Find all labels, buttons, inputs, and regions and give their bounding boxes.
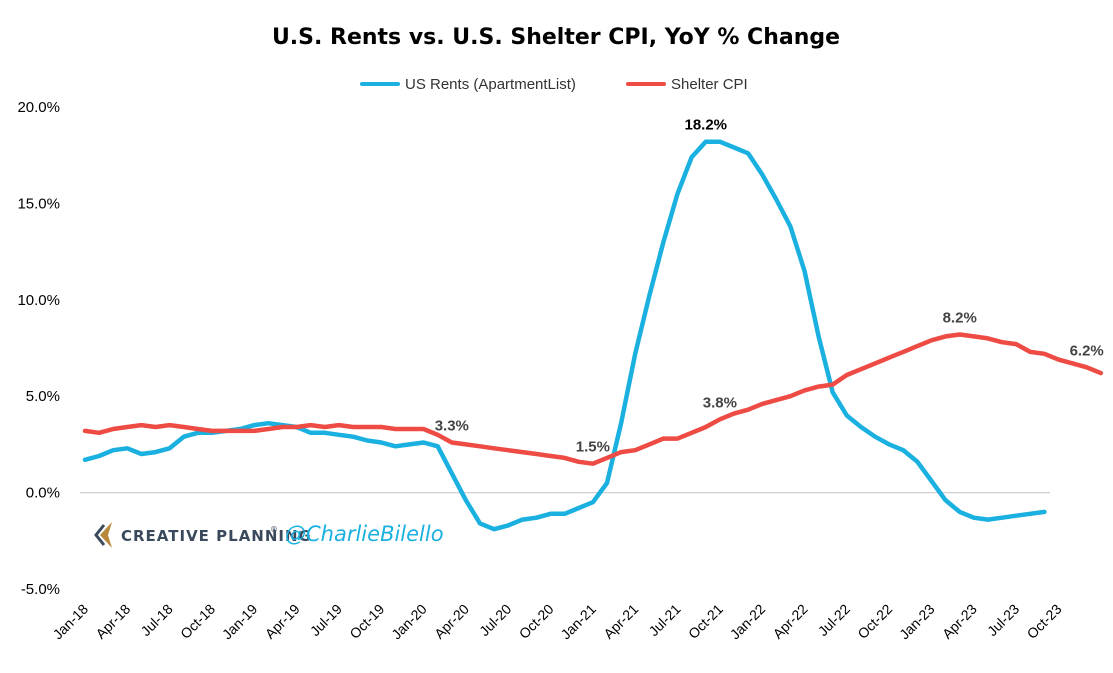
x-tick-label: Oct-20 xyxy=(516,601,557,642)
x-axis: Jan-18 Apr-18 Jul-18 Oct-18 Jan-19 Apr-19 Jul-… xyxy=(50,601,1065,643)
data-label: -1.0% xyxy=(1067,0,1106,4)
registered-mark: ® xyxy=(270,525,278,534)
annotations: 18.2% -1.0% 3.3% 1.5% 3.8% 8.2% 6.2% xyxy=(435,0,1107,456)
x-tick-label: Oct-23 xyxy=(1024,601,1065,642)
x-tick-label: Jul-22 xyxy=(815,601,853,639)
chart-title: U.S. Rents vs. U.S. Shelter CPI, YoY % C… xyxy=(272,25,840,50)
x-tick-label: Apr-19 xyxy=(262,601,303,642)
y-tick-label: -5.0% xyxy=(21,581,60,598)
series-group xyxy=(82,139,1104,532)
x-tick-label: Jul-23 xyxy=(984,601,1022,639)
y-tick-label: 20.0% xyxy=(17,99,60,116)
x-tick-label: Apr-22 xyxy=(770,601,811,642)
x-tick-label: Apr-21 xyxy=(600,601,641,642)
series-line-shelter-cpi xyxy=(82,332,1104,466)
x-tick-label: Jul-21 xyxy=(645,601,683,639)
x-tick-label: Apr-23 xyxy=(939,601,980,642)
y-tick-label: 5.0% xyxy=(26,388,60,405)
y-axis: -5.0% 0.0% 5.0% 10.0% 15.0% 20.0% xyxy=(17,99,60,598)
x-tick-label: Oct-19 xyxy=(346,601,387,642)
y-tick-label: 10.0% xyxy=(17,292,60,309)
legend: US Rents (ApartmentList) Shelter CPI xyxy=(360,76,748,93)
data-label: 1.5% xyxy=(576,439,610,456)
x-tick-label: Jan-23 xyxy=(896,601,938,643)
x-tick-label: Oct-18 xyxy=(177,601,218,642)
data-label: 18.2% xyxy=(684,117,727,134)
x-tick-label: Oct-21 xyxy=(685,601,726,642)
series-line-us-rents xyxy=(82,139,1047,532)
creative-planning-logo: CREATIVE PLANNING ® xyxy=(94,522,312,548)
x-tick-label: Jan-18 xyxy=(50,601,92,643)
x-tick-label: Apr-18 xyxy=(92,601,133,642)
x-tick-label: Jan-21 xyxy=(557,601,599,643)
x-tick-label: Jan-20 xyxy=(388,601,430,643)
logo-mark-icon xyxy=(100,522,112,548)
data-label: 6.2% xyxy=(1070,342,1104,359)
x-tick-label: Jul-18 xyxy=(137,601,175,639)
x-tick-label: Jul-20 xyxy=(476,601,514,639)
y-tick-label: 0.0% xyxy=(26,485,60,502)
y-tick-label: 15.0% xyxy=(17,195,60,212)
data-label: 3.8% xyxy=(703,394,737,411)
brand-name: CREATIVE PLANNING xyxy=(121,527,312,545)
x-tick-label: Apr-20 xyxy=(431,601,472,642)
legend-label-shelter: Shelter CPI xyxy=(671,76,748,93)
x-tick-label: Jan-19 xyxy=(219,601,261,643)
logo-chevron-icon xyxy=(94,524,106,546)
x-tick-label: Jul-19 xyxy=(307,601,345,639)
data-label: 8.2% xyxy=(943,310,977,327)
x-tick-label: Jan-22 xyxy=(727,601,769,643)
data-label: 3.3% xyxy=(435,417,469,434)
x-tick-label: Oct-22 xyxy=(854,601,895,642)
twitter-handle: @CharlieBilello xyxy=(285,522,444,546)
legend-label-rents: US Rents (ApartmentList) xyxy=(405,76,576,93)
